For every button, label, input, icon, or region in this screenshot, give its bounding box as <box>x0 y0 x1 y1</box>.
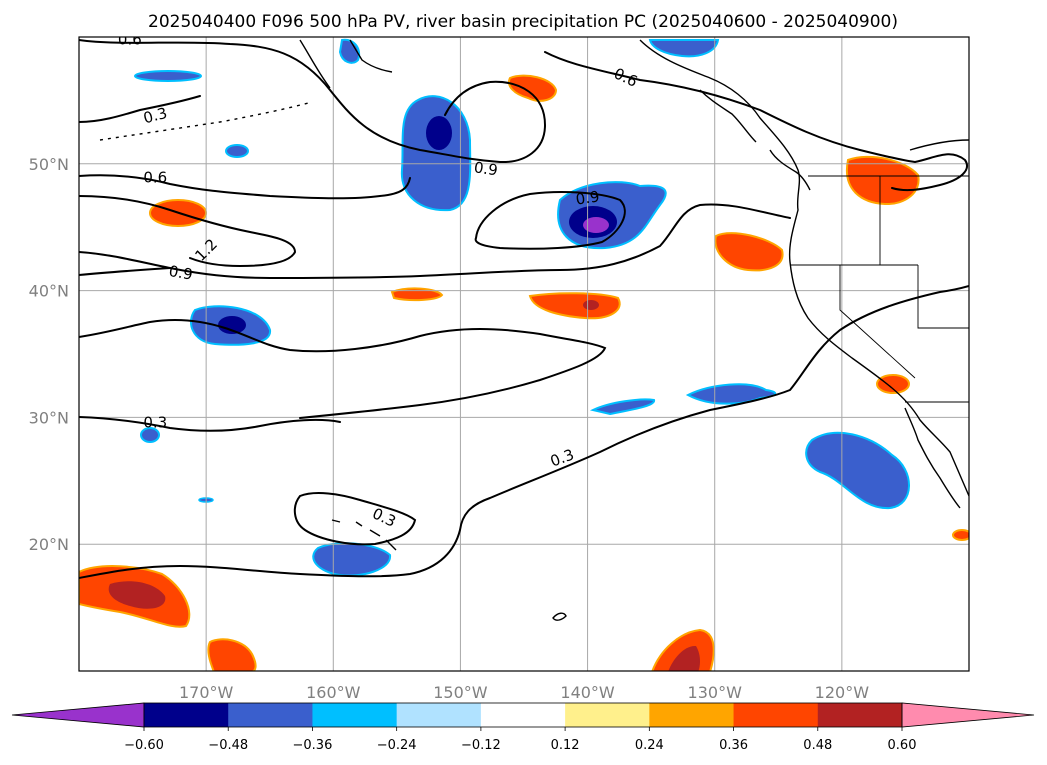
pv-contours <box>79 39 969 579</box>
precip-blob <box>685 383 776 405</box>
gridlines <box>79 37 969 671</box>
colorbar-tick-label: −0.60 <box>124 738 164 753</box>
contour-label: 0.9 <box>473 158 499 179</box>
colorbar-segment <box>396 703 482 727</box>
figure-title: 2025040400 F096 500 hPa PV, river basin … <box>148 12 898 32</box>
colorbar-extend-min <box>11 702 145 728</box>
coastline-north-america <box>639 39 969 497</box>
contour-label: 0.3 <box>143 413 167 431</box>
precip-blob <box>528 292 621 320</box>
pv-contour <box>293 492 417 546</box>
border-states <box>790 176 969 379</box>
pv-contour <box>79 95 201 123</box>
lon-tick-label: 130°W <box>688 683 743 702</box>
colorbar-segment <box>480 703 566 727</box>
colorbar: −0.60 −0.48 −0.36 −0.24 −0.12 0.12 0.24 0.36 0.4… <box>11 702 1035 753</box>
colorbar-tick-label: 0.48 <box>803 738 832 753</box>
colorbar-tick-label: −0.12 <box>461 738 501 753</box>
colorbar-segment <box>312 703 398 727</box>
contour-label: 0.9 <box>575 187 601 208</box>
pv-contour <box>544 51 968 192</box>
coastline-bc-islands <box>699 89 811 191</box>
colorbar-tick-label: 0.60 <box>888 738 917 753</box>
pv-contour <box>79 416 341 432</box>
precip-blob <box>805 431 910 510</box>
lon-tick-label: 150°W <box>433 683 488 702</box>
lat-tick-label: 20°N <box>29 535 69 554</box>
lon-tick-label: 160°W <box>306 683 361 702</box>
map-frame <box>78 36 970 672</box>
coastline-alaska <box>299 39 393 89</box>
contour-label: 0.6 <box>118 31 142 49</box>
precip-blob <box>140 427 160 443</box>
lon-tick-label: 140°W <box>560 683 615 702</box>
colorbar-segment <box>565 703 650 727</box>
pv-contour <box>474 191 626 250</box>
pv-contour <box>79 285 969 579</box>
hawaii-islands <box>331 519 397 551</box>
colorbar-segment <box>228 703 313 727</box>
lon-tick-label: 120°W <box>815 683 870 702</box>
lat-tick-label: 40°N <box>29 282 69 301</box>
pv-contour <box>79 39 547 164</box>
precip-blob-core <box>218 316 246 334</box>
precip-blob <box>312 542 391 577</box>
pv-contour <box>79 174 411 200</box>
colorbar-tick-label: −0.24 <box>377 738 417 753</box>
precip-blob-core <box>108 581 166 609</box>
precip-blob-core <box>583 300 599 310</box>
precip-blob <box>508 74 558 102</box>
map-panel: 0.60.60.30.6 0.90.91.20.90.30.30.3 <box>79 31 969 671</box>
precipitation-shading <box>79 38 969 671</box>
precip-blob-core <box>426 116 452 150</box>
political-borders <box>790 175 969 403</box>
colorbar-segment <box>649 703 735 727</box>
precip-blob <box>952 529 969 541</box>
precip-blob-core <box>668 645 700 671</box>
pv-contour <box>79 267 171 276</box>
pv-contour <box>79 203 791 280</box>
colorbar-extend-max <box>901 702 1035 728</box>
colorbar-tick-label: 0.12 <box>551 738 580 753</box>
colorbar-tick-label: −0.48 <box>208 738 248 753</box>
lat-tick-label: 30°N <box>29 408 69 427</box>
colorbar-segment <box>144 703 229 727</box>
precip-blob <box>390 287 444 302</box>
coastlines <box>99 39 969 621</box>
precip-blob <box>589 398 655 416</box>
colorbar-segment <box>733 703 819 727</box>
precip-blob <box>207 638 257 671</box>
precip-blob-core <box>583 217 609 233</box>
pv-contour <box>79 195 297 268</box>
contour-label: 0.6 <box>143 169 167 187</box>
lon-tick-label: 170°W <box>179 683 234 702</box>
precip-blob <box>225 144 249 158</box>
precip-blob <box>714 232 784 272</box>
longitude-tick-labels: 170°W 160°W 150°W 140°W 130°W 120°W <box>179 683 869 702</box>
precip-blob <box>845 155 920 206</box>
small-island <box>552 612 567 621</box>
aleutian-chain <box>99 101 313 141</box>
colorbar-tick-label: 0.24 <box>635 738 664 753</box>
precip-blob <box>648 39 720 58</box>
colorbar-tick-label: −0.36 <box>293 738 333 753</box>
contour-label: 0.3 <box>141 104 169 128</box>
colorbar-outline <box>143 702 903 728</box>
precip-blob <box>876 374 910 394</box>
contour-labels: 0.60.60.30.6 0.90.91.20.90.30.30.3 <box>118 31 640 531</box>
precip-blob <box>338 38 361 64</box>
precip-blob <box>134 70 202 82</box>
latitude-tick-labels: 50°N 40°N 30°N 20°N <box>29 155 69 554</box>
contour-label: 0.9 <box>167 262 194 284</box>
coastline-baja <box>904 407 961 509</box>
colorbar-tick-label: 0.36 <box>719 738 748 753</box>
lat-tick-label: 50°N <box>29 155 69 174</box>
pv-contour <box>79 319 607 419</box>
colorbar-segment <box>817 703 903 727</box>
